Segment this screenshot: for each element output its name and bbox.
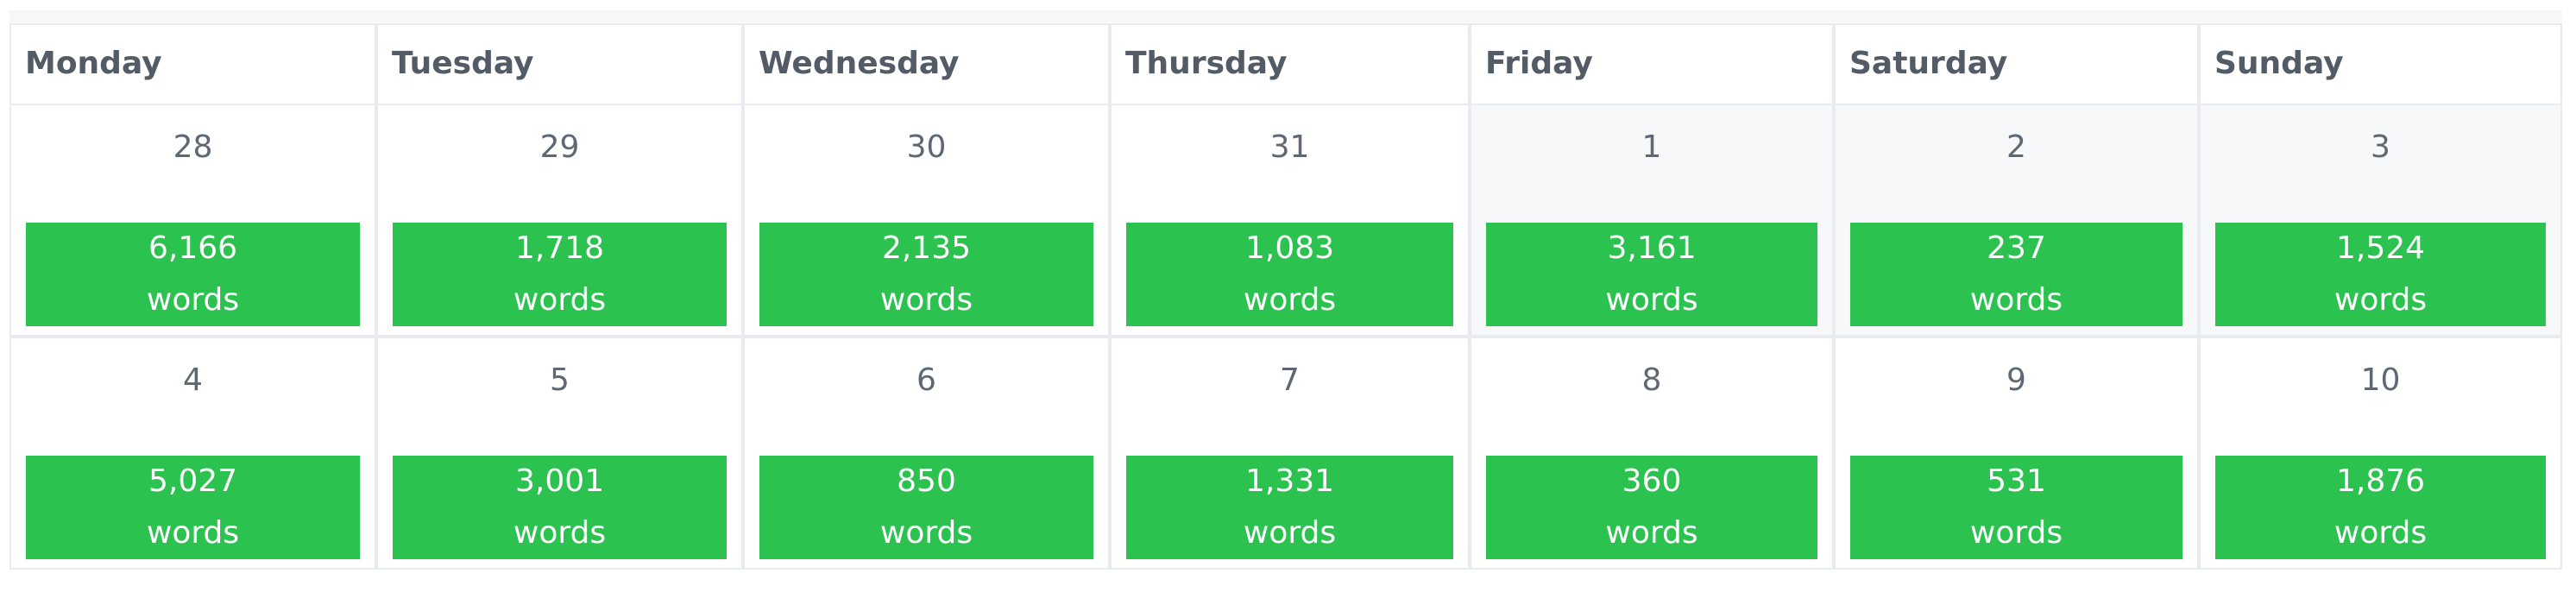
day-number: 10: [2360, 362, 2401, 398]
word-count: 850: [897, 463, 956, 499]
word-count: 1,876: [2335, 463, 2426, 499]
word-count-badge: 360 words: [1486, 456, 1817, 559]
word-count: 1,083: [1244, 230, 1335, 266]
day-header: Monday: [9, 23, 376, 105]
day-number: 30: [906, 129, 947, 165]
word-unit: words: [146, 515, 240, 551]
day-cell: 2 237 words: [1834, 104, 2199, 337]
word-count: 3,161: [1607, 230, 1697, 266]
word-count-badge: 531 words: [1850, 456, 2182, 559]
day-number: 5: [550, 362, 570, 398]
day-number: 28: [173, 129, 213, 165]
day-number: 31: [1269, 129, 1310, 165]
word-unit: words: [1243, 515, 1337, 551]
word-unit: words: [2334, 515, 2428, 551]
word-unit: words: [1969, 282, 2063, 318]
word-count-badge: 1,331 words: [1126, 456, 1453, 559]
word-count: 2,135: [881, 230, 972, 266]
day-number: 4: [183, 362, 203, 398]
day-header: Saturday: [1834, 23, 2199, 105]
word-unit: words: [2334, 282, 2428, 318]
word-count: 3,001: [514, 463, 605, 499]
day-number: 3: [2371, 129, 2390, 165]
word-unit: words: [146, 282, 240, 318]
day-number: 8: [1641, 362, 1662, 398]
word-count: 360: [1622, 463, 1682, 499]
day-number: 29: [539, 129, 580, 165]
word-unit: words: [879, 282, 973, 318]
word-count-badge: 2,135 words: [759, 223, 1093, 326]
word-count: 1,331: [1244, 463, 1335, 499]
day-cell: 28 6,166 words: [9, 104, 376, 337]
day-header: Wednesday: [743, 23, 1110, 105]
day-cell: 6 850 words: [743, 337, 1110, 570]
day-cell: 30 2,135 words: [743, 104, 1110, 337]
day-cell: 9 531 words: [1834, 337, 2199, 570]
day-cell: 10 1,876 words: [2199, 337, 2562, 570]
word-unit: words: [879, 515, 973, 551]
word-count: 5,027: [148, 463, 238, 499]
word-unit: words: [513, 515, 607, 551]
day-cell: 4 5,027 words: [9, 337, 376, 570]
word-unit: words: [1969, 515, 2063, 551]
word-count-badge: 5,027 words: [26, 456, 360, 559]
word-count: 6,166: [148, 230, 238, 266]
word-count: 1,718: [514, 230, 605, 266]
day-cell: 1 3,161 words: [1470, 104, 1834, 337]
word-count-badge: 1,876 words: [2215, 456, 2546, 559]
day-number: 2: [2006, 129, 2026, 165]
word-count-badge: 3,001 words: [393, 456, 727, 559]
day-header: Friday: [1470, 23, 1834, 105]
day-number: 7: [1280, 362, 1300, 398]
day-number: 6: [916, 362, 936, 398]
word-count: 237: [1987, 230, 2046, 266]
day-header: Sunday: [2199, 23, 2562, 105]
word-count: 1,524: [2335, 230, 2426, 266]
word-count-badge: 1,718 words: [393, 223, 727, 326]
day-header: Thursday: [1110, 23, 1470, 105]
word-unit: words: [1243, 282, 1337, 318]
day-number: 9: [2006, 362, 2026, 398]
day-cell: 29 1,718 words: [376, 104, 743, 337]
word-unit: words: [1605, 515, 1698, 551]
word-unit: words: [1605, 282, 1698, 318]
word-count: 531: [1987, 463, 2046, 499]
day-cell: 8 360 words: [1470, 337, 1834, 570]
word-count-badge: 6,166 words: [26, 223, 360, 326]
day-cell: 5 3,001 words: [376, 337, 743, 570]
word-count-badge: 1,083 words: [1126, 223, 1453, 326]
word-unit: words: [513, 282, 607, 318]
day-cell: 31 1,083 words: [1110, 104, 1470, 337]
word-count-badge: 850 words: [759, 456, 1093, 559]
day-cell: 7 1,331 words: [1110, 337, 1470, 570]
word-count-badge: 1,524 words: [2215, 223, 2546, 326]
day-cell: 3 1,524 words: [2199, 104, 2562, 337]
day-number: 1: [1641, 129, 1662, 165]
word-count-badge: 3,161 words: [1486, 223, 1817, 326]
day-header: Tuesday: [376, 23, 743, 105]
word-count-badge: 237 words: [1850, 223, 2182, 326]
